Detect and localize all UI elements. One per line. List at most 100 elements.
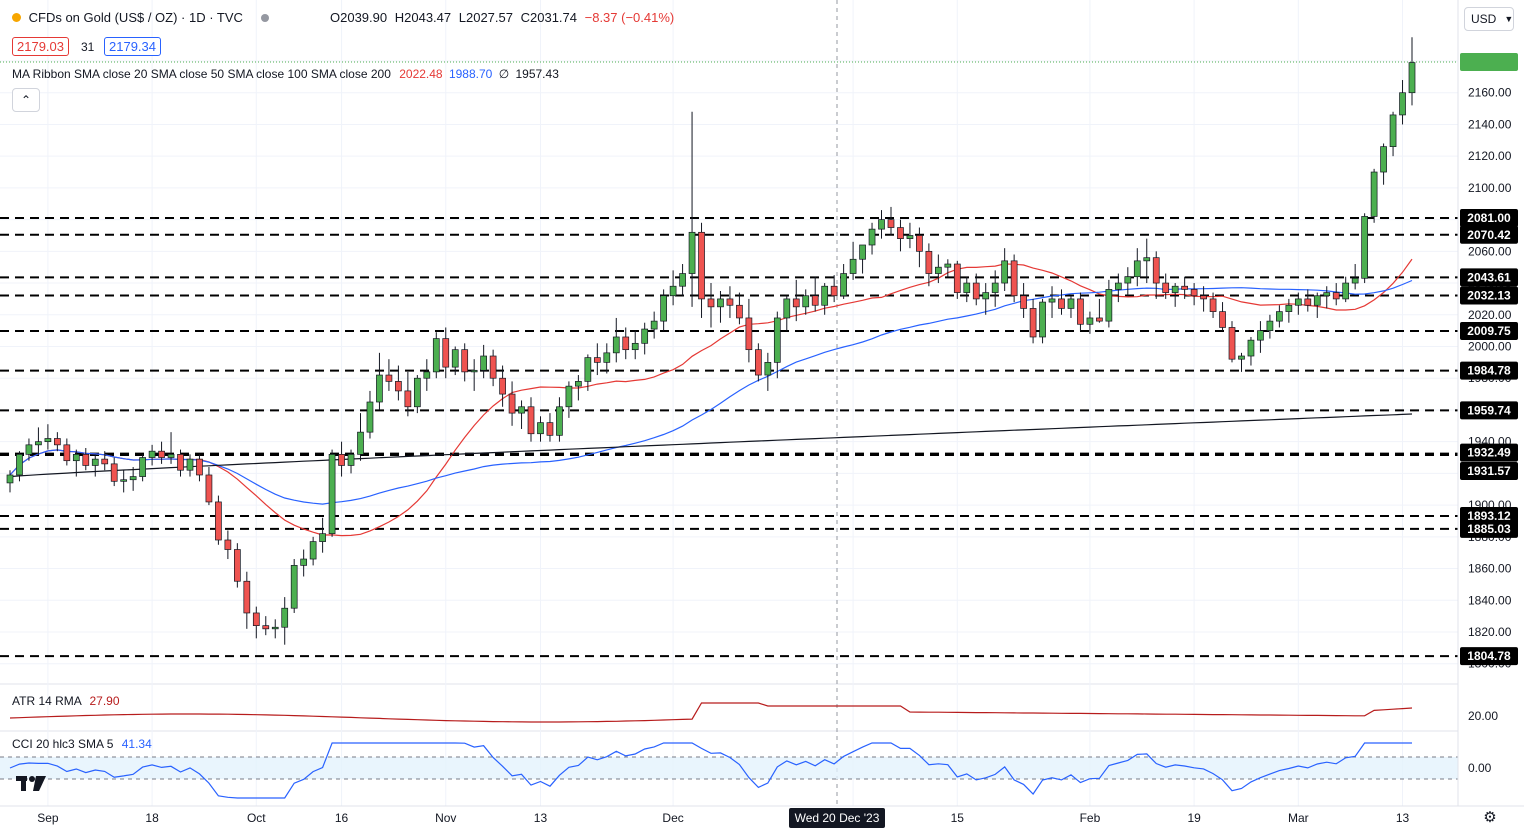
- candle-body: [1114, 282, 1122, 290]
- level-label-bg: [1460, 519, 1518, 538]
- candle-body: [518, 406, 525, 414]
- ma-ribbon-legend[interactable]: MA Ribbon SMA close 20 SMA close 50 SMA …: [12, 67, 559, 81]
- candle-body: [887, 219, 895, 228]
- cci-legend[interactable]: CCI 20 hlc3 SMA 5 41.34: [12, 737, 152, 751]
- candle-body: [1228, 327, 1236, 360]
- candle-body: [1048, 298, 1056, 303]
- candle-body: [593, 357, 601, 363]
- currency-selector[interactable]: USD ▼: [1464, 7, 1514, 31]
- time-tick-label: 13: [1396, 811, 1410, 825]
- candle-body: [366, 401, 374, 433]
- candle-body: [802, 295, 810, 308]
- candle-body: [1143, 257, 1151, 262]
- close-value: C2031.74: [520, 10, 577, 25]
- candle-body: [546, 422, 554, 436]
- candle-body: [44, 438, 52, 443]
- time-tick-label: Sep: [37, 811, 59, 825]
- price-tick-label: 2100.00: [1468, 181, 1512, 195]
- high-value: H2043.47: [394, 10, 452, 25]
- candle-body: [1096, 317, 1103, 322]
- candle-body: [736, 304, 743, 319]
- crosshair-date-bg: [789, 808, 885, 828]
- level-label-bg: [1460, 268, 1518, 287]
- time-axis[interactable]: Sep18Oct16Nov13Dec202415Feb19Mar13Wed 20…: [0, 805, 1524, 828]
- level-label: 2009.75: [1467, 324, 1511, 338]
- cci-line: [9, 742, 1412, 799]
- candle-body: [148, 450, 156, 458]
- candle-body: [935, 266, 942, 274]
- candle-body: [679, 273, 686, 287]
- candle-body: [953, 263, 961, 293]
- gear-icon[interactable]: ⚙: [1483, 809, 1497, 826]
- candle-body: [1067, 298, 1075, 309]
- candle-body: [603, 352, 611, 363]
- candle-body: [404, 390, 412, 408]
- collapse-legend-button[interactable]: ⌃: [12, 88, 40, 112]
- candle-body: [91, 458, 99, 466]
- candle-body: [745, 317, 753, 351]
- candle-body: [1323, 292, 1331, 297]
- atr-legend[interactable]: ATR 14 RMA 27.90: [12, 694, 120, 708]
- candle-body: [139, 457, 146, 477]
- chevron-down-icon: ▼: [1504, 14, 1514, 24]
- symbol-dot-icon: [12, 13, 21, 22]
- tradingview-logo[interactable]: [16, 774, 46, 792]
- candle-body: [1171, 285, 1179, 293]
- price-tick-label: 2120.00: [1468, 149, 1512, 163]
- candle-body: [499, 377, 506, 395]
- candle-body: [442, 338, 450, 368]
- candle-body: [707, 298, 715, 308]
- candle-body: [1039, 301, 1046, 338]
- atr-label: ATR 14 RMA: [12, 694, 82, 708]
- cci-tick-label: 0.00: [1468, 761, 1492, 775]
- candle-body: [1238, 355, 1245, 360]
- candle-body: [1380, 146, 1387, 173]
- candle-body: [669, 285, 677, 297]
- candle-body: [196, 458, 203, 476]
- candle-body: [186, 458, 194, 471]
- candle-body: [1162, 282, 1170, 293]
- ma100-value: ∅: [498, 67, 510, 81]
- candle-body: [413, 377, 421, 408]
- candle-body: [612, 336, 620, 354]
- candle-body: [338, 454, 345, 466]
- candle-body: [1133, 260, 1141, 278]
- sma20-line: [9, 258, 1413, 537]
- price-tick-label: 2140.00: [1468, 117, 1512, 131]
- candle-body: [1105, 289, 1113, 322]
- price-axis[interactable]: 1800.001820.001840.001860.001880.001900.…: [1457, 0, 1524, 834]
- level-label: 1804.78: [1467, 649, 1511, 663]
- candle-body: [1219, 311, 1226, 328]
- candle-body: [281, 607, 289, 628]
- candle-body: [110, 463, 118, 482]
- candle-body: [849, 258, 857, 274]
- price-tick-label: 1860.00: [1468, 562, 1512, 576]
- candle-body: [982, 292, 990, 300]
- symbol-title: CFDs on Gold (US$ / OZ) · 1D · TVC: [12, 10, 275, 25]
- candle-body: [129, 476, 137, 481]
- candle-body: [300, 558, 308, 566]
- candle-body: [717, 298, 724, 308]
- candle-body: [489, 355, 497, 379]
- candle-body: [1361, 216, 1368, 279]
- price-tick-label: 1820.00: [1468, 625, 1512, 639]
- symbol-label[interactable]: CFDs on Gold (US$ / OZ) · 1D · TVC: [28, 10, 243, 25]
- sell-button[interactable]: 2179.03: [12, 37, 69, 56]
- time-tick-label: Mar: [1288, 811, 1309, 825]
- candle-body: [1124, 276, 1132, 284]
- candle-body: [451, 349, 459, 368]
- atr-pane: [9, 702, 1413, 723]
- candle-body: [972, 282, 980, 300]
- candle-body: [840, 273, 847, 297]
- candle-body: [1276, 311, 1283, 322]
- candlesticks: [6, 37, 1416, 645]
- sell-price: 2179.03: [17, 39, 64, 54]
- candle-body: [167, 454, 175, 458]
- candle-body: [158, 450, 165, 458]
- buy-button[interactable]: 2179.34: [104, 37, 161, 56]
- level-label: 2070.42: [1467, 228, 1511, 242]
- cci-band: [0, 757, 1458, 779]
- candle-body: [631, 342, 639, 351]
- current-price-bg: [1460, 53, 1518, 72]
